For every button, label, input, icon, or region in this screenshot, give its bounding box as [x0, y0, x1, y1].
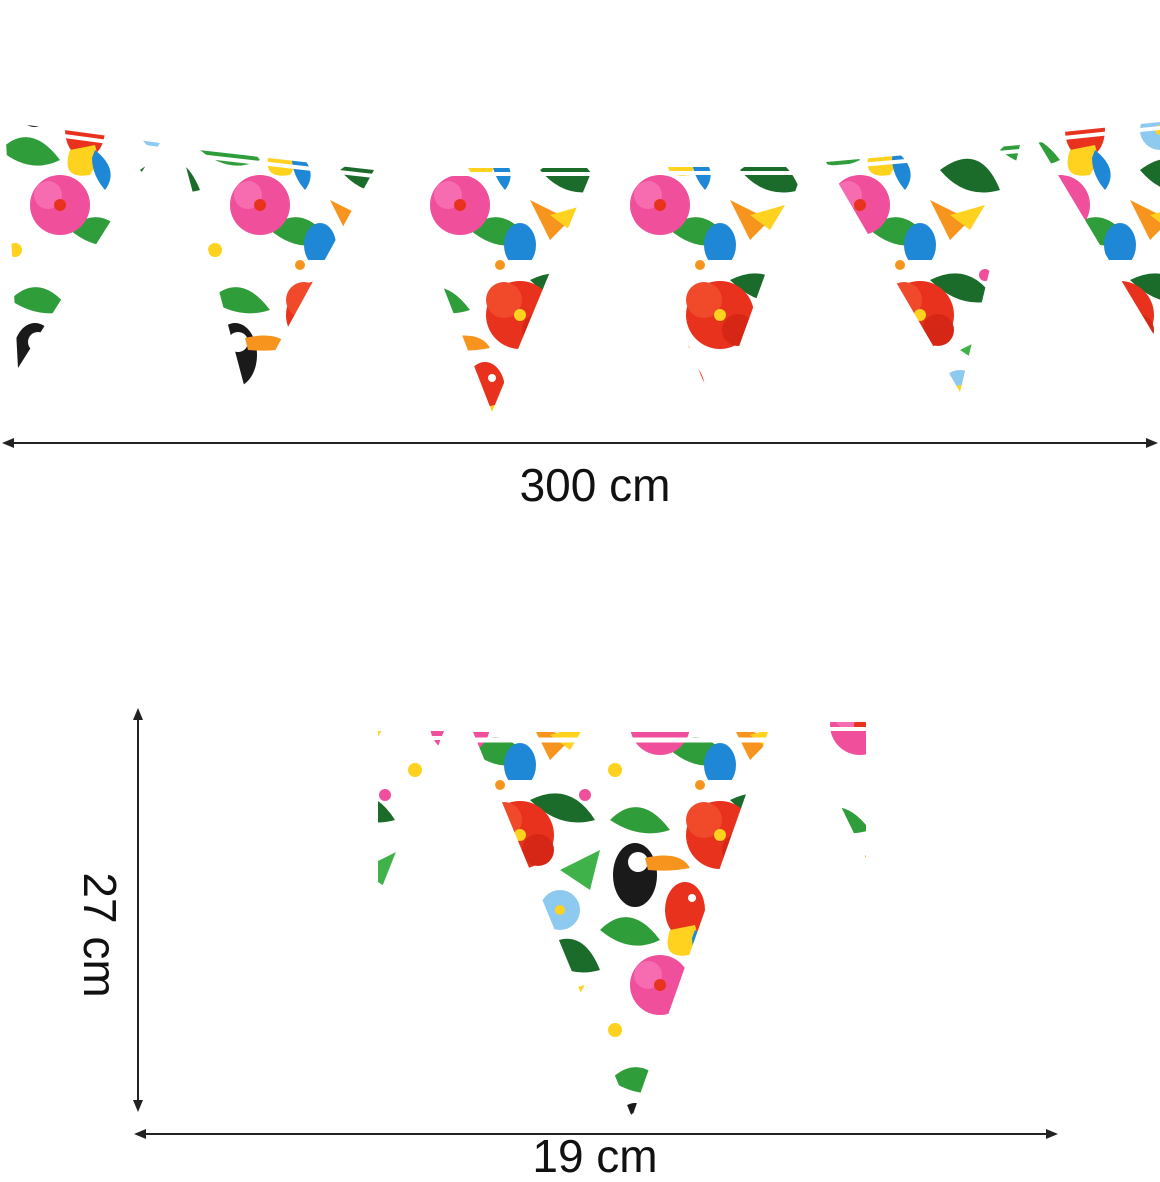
pennant-flag [181, 148, 374, 400]
flag-width-label: 19 cm [532, 1130, 658, 1182]
single-flag-detail [378, 722, 866, 1117]
partial-flag-right [800, 722, 866, 858]
length-dimension-line [2, 438, 1158, 448]
pennant-flag-main [473, 732, 768, 1117]
bunting-garland [4, 122, 1160, 412]
pennant-flag [5, 122, 160, 368]
total-length-label: 300 cm [519, 459, 671, 511]
pennant-flag [611, 167, 804, 410]
flag-height-label: 27 cm [74, 872, 126, 998]
pennant-flag [826, 145, 1020, 392]
pennant-flag [1034, 122, 1160, 345]
flag-width-dimension-line [134, 1129, 1058, 1139]
pennant-flag [397, 168, 593, 412]
height-dimension-line [133, 708, 143, 1112]
partial-flag-left [378, 731, 444, 897]
